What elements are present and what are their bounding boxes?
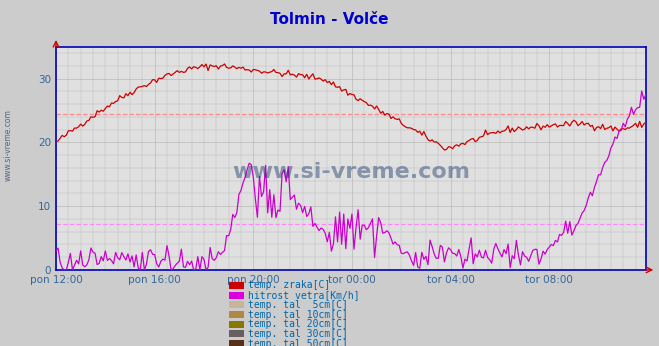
Text: temp. tal 30cm[C]: temp. tal 30cm[C]: [248, 329, 349, 339]
Text: temp. tal  5cm[C]: temp. tal 5cm[C]: [248, 300, 349, 310]
Text: www.si-vreme.com: www.si-vreme.com: [232, 162, 470, 182]
Text: temp. tal 50cm[C]: temp. tal 50cm[C]: [248, 339, 349, 346]
Text: temp. tal 10cm[C]: temp. tal 10cm[C]: [248, 310, 349, 319]
Text: Tolmin - Volče: Tolmin - Volče: [270, 12, 389, 27]
Text: www.si-vreme.com: www.si-vreme.com: [3, 109, 13, 181]
Text: temp. zraka[C]: temp. zraka[C]: [248, 281, 331, 290]
Text: hitrost vetra[Km/h]: hitrost vetra[Km/h]: [248, 290, 360, 300]
Text: temp. tal 20cm[C]: temp. tal 20cm[C]: [248, 319, 349, 329]
